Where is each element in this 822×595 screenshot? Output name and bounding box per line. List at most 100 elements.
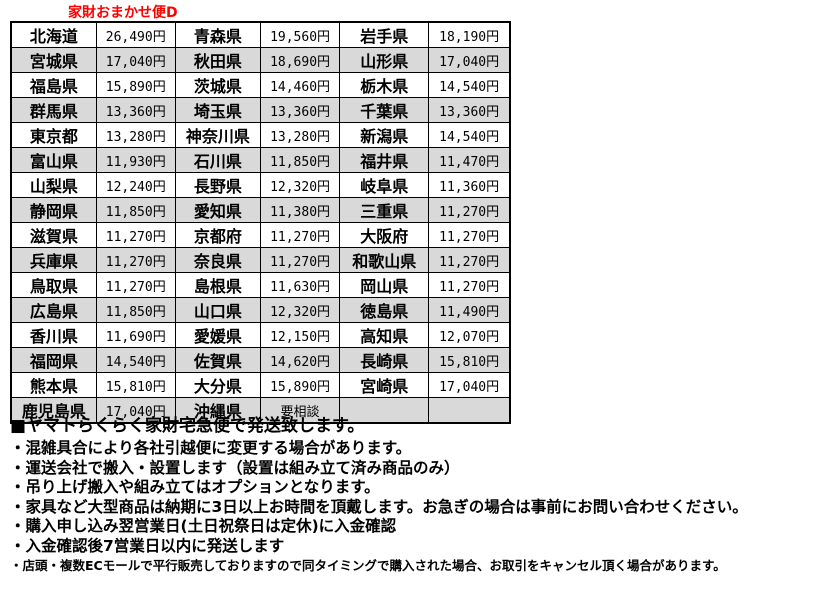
prefecture-cell: 福井県 bbox=[339, 147, 430, 173]
price-cell: 14,540円 bbox=[428, 122, 511, 148]
price-cell: 11,490円 bbox=[428, 297, 511, 323]
prefecture-cell: 鹿児島県 bbox=[10, 397, 97, 424]
prefecture-cell: 福島県 bbox=[10, 72, 97, 98]
price-cell: 17,040円 bbox=[428, 47, 511, 73]
price-cell: 11,380円 bbox=[259, 197, 341, 223]
price-cell: 11,270円 bbox=[428, 197, 511, 223]
prefecture-cell: 千葉県 bbox=[339, 97, 430, 123]
price-cell: 11,270円 bbox=[259, 247, 341, 273]
price-cell: 11,270円 bbox=[428, 222, 511, 248]
price-cell: 13,360円 bbox=[428, 97, 511, 123]
price-cell: 15,810円 bbox=[95, 372, 176, 398]
prefecture-cell: 兵庫県 bbox=[10, 247, 97, 273]
prefecture-cell: 山梨県 bbox=[10, 172, 97, 198]
prefecture-cell: 東京都 bbox=[10, 122, 97, 148]
prefecture-cell: 埼玉県 bbox=[174, 97, 261, 123]
price-cell: 15,890円 bbox=[95, 72, 176, 98]
price-cell: 13,360円 bbox=[259, 97, 341, 123]
fee-table-row: 群馬県 13,360円 埼玉県 13,360円 千葉県 13,360円 bbox=[10, 97, 511, 123]
parallel-sales-disclaimer: ・店頭・複数ECモールで平行販売しておりますので同タイミングで購入された場合、お… bbox=[10, 558, 726, 573]
price-cell: 15,810円 bbox=[428, 347, 511, 373]
fee-table-row: 福岡県 14,540円 佐賀県 14,620円 長崎県 15,810円 bbox=[10, 347, 511, 373]
prefecture-cell: 徳島県 bbox=[339, 297, 430, 323]
price-cell: 18,190円 bbox=[428, 21, 511, 48]
price-cell: 12,320円 bbox=[259, 172, 341, 198]
prefecture-cell: 神奈川県 bbox=[174, 122, 261, 148]
prefecture-cell: 奈良県 bbox=[174, 247, 261, 273]
fee-table-row: 山梨県 12,240円 長野県 12,320円 岐阜県 11,360円 bbox=[10, 172, 511, 198]
prefecture-cell: 長野県 bbox=[174, 172, 261, 198]
prefecture-cell: 山形県 bbox=[339, 47, 430, 73]
price-cell: 11,630円 bbox=[259, 272, 341, 298]
fee-table-row: 静岡県 11,850円 愛知県 11,380円 三重県 11,270円 bbox=[10, 197, 511, 223]
note-dispatch-schedule: ・入金確認後7営業日以内に発送します bbox=[10, 536, 285, 555]
prefecture-cell: 茨城県 bbox=[174, 72, 261, 98]
prefecture-cell: 長崎県 bbox=[339, 347, 430, 373]
price-cell: 11,850円 bbox=[95, 197, 176, 223]
prefecture-cell: 広島県 bbox=[10, 297, 97, 323]
fee-table-row: 滋賀県 11,270円 京都府 11,270円 大阪府 11,270円 bbox=[10, 222, 511, 248]
price-cell: 12,240円 bbox=[95, 172, 176, 198]
price-cell: 14,460円 bbox=[259, 72, 341, 98]
prefecture-cell: 新潟県 bbox=[339, 122, 430, 148]
shipping-fee-table-body: 北海道 26,490円 青森県 19,560円 岩手県 18,190円 宮城県 17,040円… bbox=[10, 21, 511, 424]
price-cell: 12,070円 bbox=[428, 322, 511, 348]
shipping-fee-table: 北海道 26,490円 青森県 19,560円 岩手県 18,190円 宮城県 17,040円… bbox=[10, 21, 511, 424]
prefecture-cell: 沖縄県 bbox=[174, 397, 261, 424]
prefecture-cell: 北海道 bbox=[10, 21, 97, 48]
prefecture-cell: 鳥取県 bbox=[10, 272, 97, 298]
prefecture-cell: 岩手県 bbox=[339, 21, 430, 48]
note-congestion: ・混雑具合により各社引越便に変更する場合があります。 bbox=[10, 439, 412, 457]
price-cell: 14,540円 bbox=[95, 347, 176, 373]
prefecture-cell: 大阪府 bbox=[339, 222, 430, 248]
price-cell: 12,150円 bbox=[259, 322, 341, 348]
prefecture-cell: 栃木県 bbox=[339, 72, 430, 98]
prefecture-cell: 愛媛県 bbox=[174, 322, 261, 348]
price-cell: 13,360円 bbox=[95, 97, 176, 123]
prefecture-cell bbox=[339, 397, 430, 424]
prefecture-cell: 滋賀県 bbox=[10, 222, 97, 248]
note-hoisting-option: ・吊り上げ搬入や組み立てはオプションとなります。 bbox=[10, 478, 380, 497]
price-cell: 19,560円 bbox=[259, 21, 341, 48]
prefecture-cell: 石川県 bbox=[174, 147, 261, 173]
price-cell: 17,040円 bbox=[428, 372, 511, 398]
prefecture-cell: 三重県 bbox=[339, 197, 430, 223]
prefecture-cell: 福岡県 bbox=[10, 347, 97, 373]
price-cell: 11,690円 bbox=[95, 322, 176, 348]
prefecture-cell: 群馬県 bbox=[10, 97, 97, 123]
fee-table-row: 兵庫県 11,270円 奈良県 11,270円 和歌山県 11,270円 bbox=[10, 247, 511, 273]
fee-table-row: 香川県 11,690円 愛媛県 12,150円 高知県 12,070円 bbox=[10, 322, 511, 348]
prefecture-cell: 佐賀県 bbox=[174, 347, 261, 373]
note-payment-confirmation: ・購入申し込み翌営業日(土日祝祭日は定休)に入金確認 bbox=[10, 517, 397, 536]
price-cell: 11,470円 bbox=[428, 147, 511, 173]
price-cell: 15,890円 bbox=[259, 372, 341, 398]
price-cell: 26,490円 bbox=[95, 21, 176, 48]
prefecture-cell: 富山県 bbox=[10, 147, 97, 173]
note-lead-time: ・家具など大型商品は納期に3日以上お時間を頂戴します。お急ぎの場合は事前にお問い… bbox=[10, 497, 748, 516]
price-cell: 13,280円 bbox=[95, 122, 176, 148]
price-cell: 13,280円 bbox=[259, 122, 341, 148]
prefecture-cell: 熊本県 bbox=[10, 372, 97, 398]
price-cell: 17,040円 bbox=[95, 47, 176, 73]
price-cell: 11,270円 bbox=[95, 272, 176, 298]
fee-table-row: 熊本県 15,810円 大分県 15,890円 宮崎県 17,040円 bbox=[10, 372, 511, 398]
price-cell: 11,270円 bbox=[428, 272, 511, 298]
fee-table-row: 北海道 26,490円 青森県 19,560円 岩手県 18,190円 bbox=[10, 21, 511, 48]
price-cell: 11,930円 bbox=[95, 147, 176, 173]
price-cell: 11,270円 bbox=[95, 247, 176, 273]
fee-table-row: 東京都 13,280円 神奈川県 13,280円 新潟県 14,540円 bbox=[10, 122, 511, 148]
prefecture-cell: 香川県 bbox=[10, 322, 97, 348]
fee-table-row: 鳥取県 11,270円 島根県 11,630円 岡山県 11,270円 bbox=[10, 272, 511, 298]
fee-table-row: 福島県 15,890円 茨城県 14,460円 栃木県 14,540円 bbox=[10, 72, 511, 98]
prefecture-cell: 宮城県 bbox=[10, 47, 97, 73]
price-cell: 要相談 bbox=[259, 397, 341, 424]
price-cell: 14,620円 bbox=[259, 347, 341, 373]
fee-table-row: 広島県 11,850円 山口県 12,320円 徳島県 11,490円 bbox=[10, 297, 511, 323]
note-carry-in-setup: ・運送会社で搬入・設置します（設置は組み立て済み商品のみ） bbox=[10, 458, 460, 477]
prefecture-cell: 岡山県 bbox=[339, 272, 430, 298]
prefecture-cell: 愛知県 bbox=[174, 197, 261, 223]
shipping-plan-title: 家財おまかせ便D bbox=[68, 5, 178, 21]
prefecture-cell: 京都府 bbox=[174, 222, 261, 248]
price-cell: 11,850円 bbox=[259, 147, 341, 173]
